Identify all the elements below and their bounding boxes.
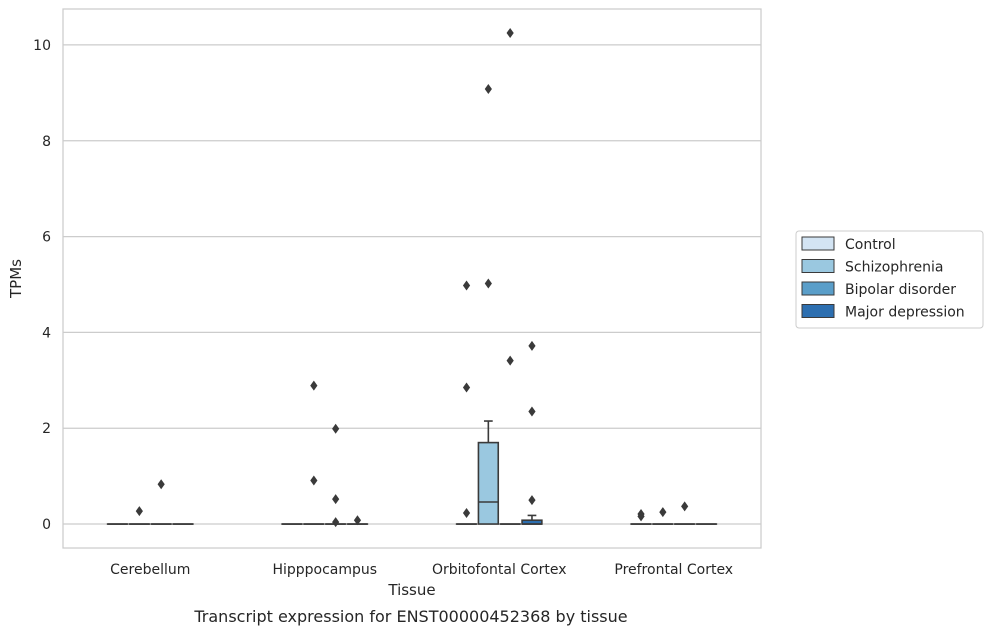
x-tick-labels: Cerebellum Hipppocampus Orbitofontal Corte…	[110, 562, 733, 578]
box-group	[630, 508, 652, 525]
outlier-point	[484, 278, 492, 289]
legend-swatch	[801, 236, 835, 251]
y-tick-label: 10	[33, 38, 51, 54]
box-group	[673, 501, 696, 525]
gridlines	[63, 44, 761, 525]
outlier-point	[462, 382, 471, 393]
outlier-point	[332, 494, 340, 505]
outlier-point	[528, 340, 536, 351]
y-tick-label: 4	[42, 325, 51, 341]
plot-area-frame	[62, 8, 762, 549]
outlier-point	[506, 27, 514, 38]
outlier-point	[462, 508, 471, 519]
outlier-point	[484, 84, 492, 95]
legend-label: Schizophrenia	[845, 260, 943, 276]
legend-label: Bipolar disorder	[845, 282, 956, 298]
outlier-point	[462, 280, 471, 291]
x-tick-label: Orbitofontal Cortex	[432, 562, 567, 578]
outlier-point	[157, 479, 165, 490]
legend-label: Control	[845, 237, 896, 253]
y-tick-labels: 0 2 4 6 8 10	[33, 38, 51, 533]
x-tick-label: Hipppocampus	[272, 562, 377, 578]
box-group	[150, 479, 172, 525]
box-group	[521, 340, 543, 525]
legend-swatch	[801, 259, 835, 273]
box-group	[455, 280, 478, 525]
legend-frame	[795, 230, 984, 329]
legend-swatch	[801, 281, 835, 296]
box-group	[346, 515, 369, 526]
y-tick-label: 6	[42, 230, 51, 246]
legend: Control Schizophrenia Bipolar disorder Majo…	[795, 230, 984, 329]
box-group	[652, 507, 674, 525]
outlier-point	[332, 423, 340, 434]
box-body	[477, 441, 500, 525]
outlier-point	[659, 507, 667, 518]
outlier-point	[528, 406, 536, 417]
outlier-point	[637, 508, 645, 519]
box-group	[128, 506, 151, 525]
y-tick-label: 0	[42, 517, 51, 533]
outlier-point	[681, 501, 689, 512]
x-tick-label: Prefrontal Cortex	[614, 562, 733, 578]
y-axis-label: TPMs	[7, 259, 25, 299]
outlier-point	[506, 355, 514, 366]
box-group	[499, 27, 521, 525]
box-group	[324, 423, 347, 528]
legend-swatch	[801, 304, 835, 318]
boxes	[106, 27, 718, 528]
outlier-point	[310, 380, 318, 391]
outlier-point	[353, 515, 362, 526]
outlier-point	[135, 506, 143, 517]
box-group	[303, 380, 325, 525]
x-tick-label: Cerebellum	[110, 562, 190, 578]
box-group	[477, 84, 500, 525]
outlier-point	[332, 517, 340, 528]
chart-caption: Transcript expression for ENST0000045236…	[193, 607, 627, 626]
outlier-point	[310, 475, 318, 486]
y-tick-label: 8	[42, 134, 51, 150]
outlier-point	[528, 495, 536, 506]
x-axis-label: Tissue	[387, 581, 435, 599]
y-tick-label: 2	[42, 421, 51, 437]
legend-label: Major depression	[845, 305, 965, 321]
